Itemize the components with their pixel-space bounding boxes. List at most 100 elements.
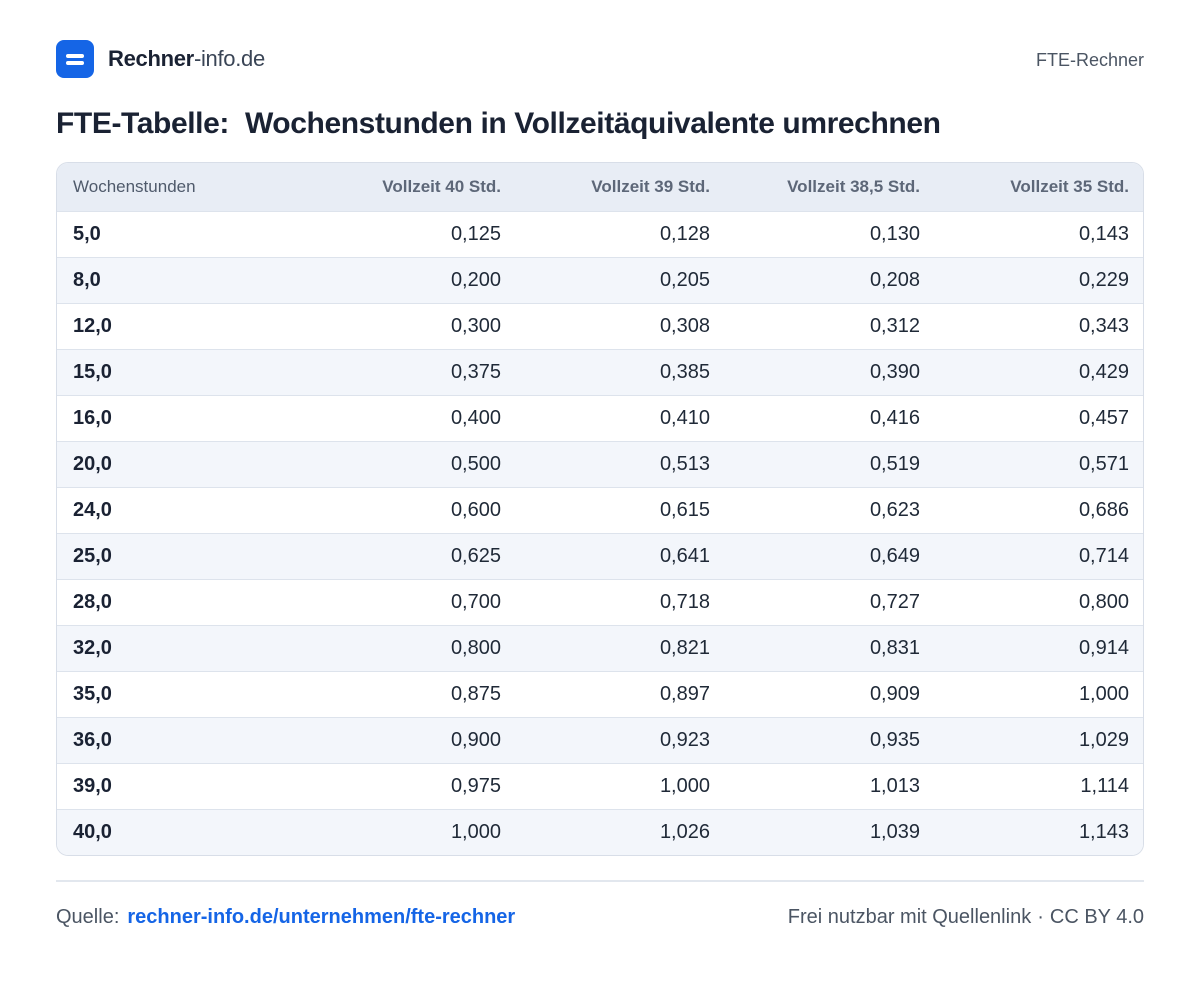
title-main: Wochenstunden in Vollzeitäquivalente umr… [244,107,941,140]
fte-value-cell: 1,039 [869,820,920,843]
fte-value-cell: 0,300 [450,314,501,337]
column-header: Vollzeit 35 Std. [1010,176,1129,196]
brand-domain: -info.de [193,46,265,71]
table-body: 5,0 0,125 0,128 0,130 0,143 8,0 0,200 0,205 0,20… [57,211,1143,855]
fte-value-cell: 0,513 [659,452,710,475]
fte-value-cell: 0,875 [450,682,501,705]
hours-cell: 35,0 [73,682,112,705]
fte-value-cell: 0,686 [1078,498,1129,521]
fte-value-cell: 0,623 [869,498,920,521]
fte-value-cell: 0,500 [450,452,501,475]
table-row: 39,0 0,975 1,000 1,013 1,114 [57,763,1143,809]
fte-table-card: Wochenstunden Vollzeit 40 Std. Vollzeit 39… [56,162,1144,856]
table-row: 15,0 0,375 0,385 0,390 0,429 [57,349,1143,395]
source-label: Quelle: [56,906,120,928]
menu-icon[interactable] [56,40,94,78]
table-row: 28,0 0,700 0,718 0,727 0,800 [57,579,1143,625]
footer-divider [56,880,1144,882]
table-row: 12,0 0,300 0,308 0,312 0,343 [57,303,1143,349]
title-prefix: FTE-Tabelle: [56,107,229,140]
fte-value-cell: 0,975 [450,774,501,797]
hours-cell: 39,0 [73,774,112,797]
fte-value-cell: 0,600 [450,498,501,521]
column-header: Vollzeit 39 Std. [591,176,710,196]
table-row: 5,0 0,125 0,128 0,130 0,143 [57,211,1143,257]
fte-value-cell: 1,029 [1078,728,1129,751]
hours-cell: 28,0 [73,590,112,613]
site-logo-text[interactable]: Rechner-info.de [108,47,265,71]
table-row: 20,0 0,500 0,513 0,519 0,571 [57,441,1143,487]
hours-cell: 15,0 [73,360,112,383]
fte-value-cell: 0,831 [869,636,920,659]
fte-value-cell: 0,429 [1078,360,1129,383]
table-row: 36,0 0,900 0,923 0,935 1,029 [57,717,1143,763]
fte-value-cell: 0,385 [659,360,710,383]
hours-cell: 20,0 [73,452,112,475]
fte-table: Wochenstunden Vollzeit 40 Std. Vollzeit 39… [57,163,1143,855]
fte-value-cell: 0,200 [450,268,501,291]
hours-cell: 32,0 [73,636,112,659]
fte-value-cell: 0,914 [1078,636,1129,659]
table-row: 24,0 0,600 0,615 0,623 0,686 [57,487,1143,533]
fte-value-cell: 1,000 [659,774,710,797]
column-header: Vollzeit 40 Std. [382,176,501,196]
fte-value-cell: 0,416 [869,406,920,429]
fte-value-cell: 0,308 [659,314,710,337]
fte-value-cell: 0,700 [450,590,501,613]
fte-value-cell: 1,114 [1080,774,1129,797]
hours-cell: 16,0 [73,406,112,429]
column-header: Vollzeit 38,5 Std. [787,176,920,196]
fte-value-cell: 0,125 [450,222,501,245]
fte-value-cell: 0,714 [1078,544,1129,567]
fte-value-cell: 0,935 [869,728,920,751]
fte-value-cell: 0,457 [1078,406,1129,429]
fte-value-cell: 0,800 [450,636,501,659]
fte-value-cell: 1,000 [1078,682,1129,705]
fte-value-cell: 0,400 [450,406,501,429]
fte-value-cell: 1,000 [450,820,501,843]
fte-value-cell: 0,375 [450,360,501,383]
fte-value-cell: 0,641 [659,544,710,567]
fte-value-cell: 0,312 [869,314,920,337]
fte-value-cell: 0,390 [869,360,920,383]
fte-value-cell: 0,229 [1078,268,1129,291]
fte-value-cell: 0,571 [1078,452,1129,475]
page-category-label[interactable]: FTE-Rechner [1035,50,1144,70]
fte-value-cell: 0,923 [659,728,710,751]
page-title: FTE-Tabelle: Wochenstunden in Vollzeitäq… [56,107,941,141]
fte-value-cell: 1,013 [869,774,920,797]
fte-value-cell: 0,800 [1078,590,1129,613]
fte-value-cell: 0,897 [659,682,710,705]
brand-name: Rechner [108,46,194,71]
fte-value-cell: 0,615 [659,498,710,521]
fte-value-cell: 1,143 [1078,820,1129,843]
license-info: Frei nutzbar mit Quellenlink · CC BY 4.0 [788,906,1144,929]
table-row: 35,0 0,875 0,897 0,909 1,000 [57,671,1143,717]
source-link[interactable]: rechner-info.de/unternehmen/fte-rechner [127,906,516,928]
table-row: 32,0 0,800 0,821 0,831 0,914 [57,625,1143,671]
license-link[interactable]: CC BY 4.0 [1049,906,1144,928]
hours-cell: 25,0 [73,544,112,567]
license-text: Frei nutzbar mit Quellenlink [787,906,1032,928]
fte-value-cell: 0,205 [659,268,710,291]
table-row: 8,0 0,200 0,205 0,208 0,229 [57,257,1143,303]
fte-value-cell: 0,727 [869,590,920,613]
fte-value-cell: 0,130 [869,222,920,245]
fte-value-cell: 0,519 [869,452,920,475]
hours-cell: 40,0 [73,820,112,843]
fte-value-cell: 0,909 [869,682,920,705]
fte-value-cell: 0,718 [659,590,710,613]
hours-cell: 36,0 [73,728,112,751]
separator-dot: · [1037,906,1044,928]
table-row: 16,0 0,400 0,410 0,416 0,457 [57,395,1143,441]
hours-cell: 12,0 [73,314,112,337]
fte-value-cell: 0,410 [659,406,710,429]
fte-value-cell: 0,821 [659,636,710,659]
fte-value-cell: 1,026 [659,820,710,843]
hours-cell: 24,0 [73,498,112,521]
fte-value-cell: 0,625 [450,544,501,567]
hours-cell: 8,0 [73,268,101,291]
hours-cell: 5,0 [73,222,101,245]
column-header: Wochenstunden [73,176,196,196]
fte-value-cell: 0,343 [1078,314,1129,337]
